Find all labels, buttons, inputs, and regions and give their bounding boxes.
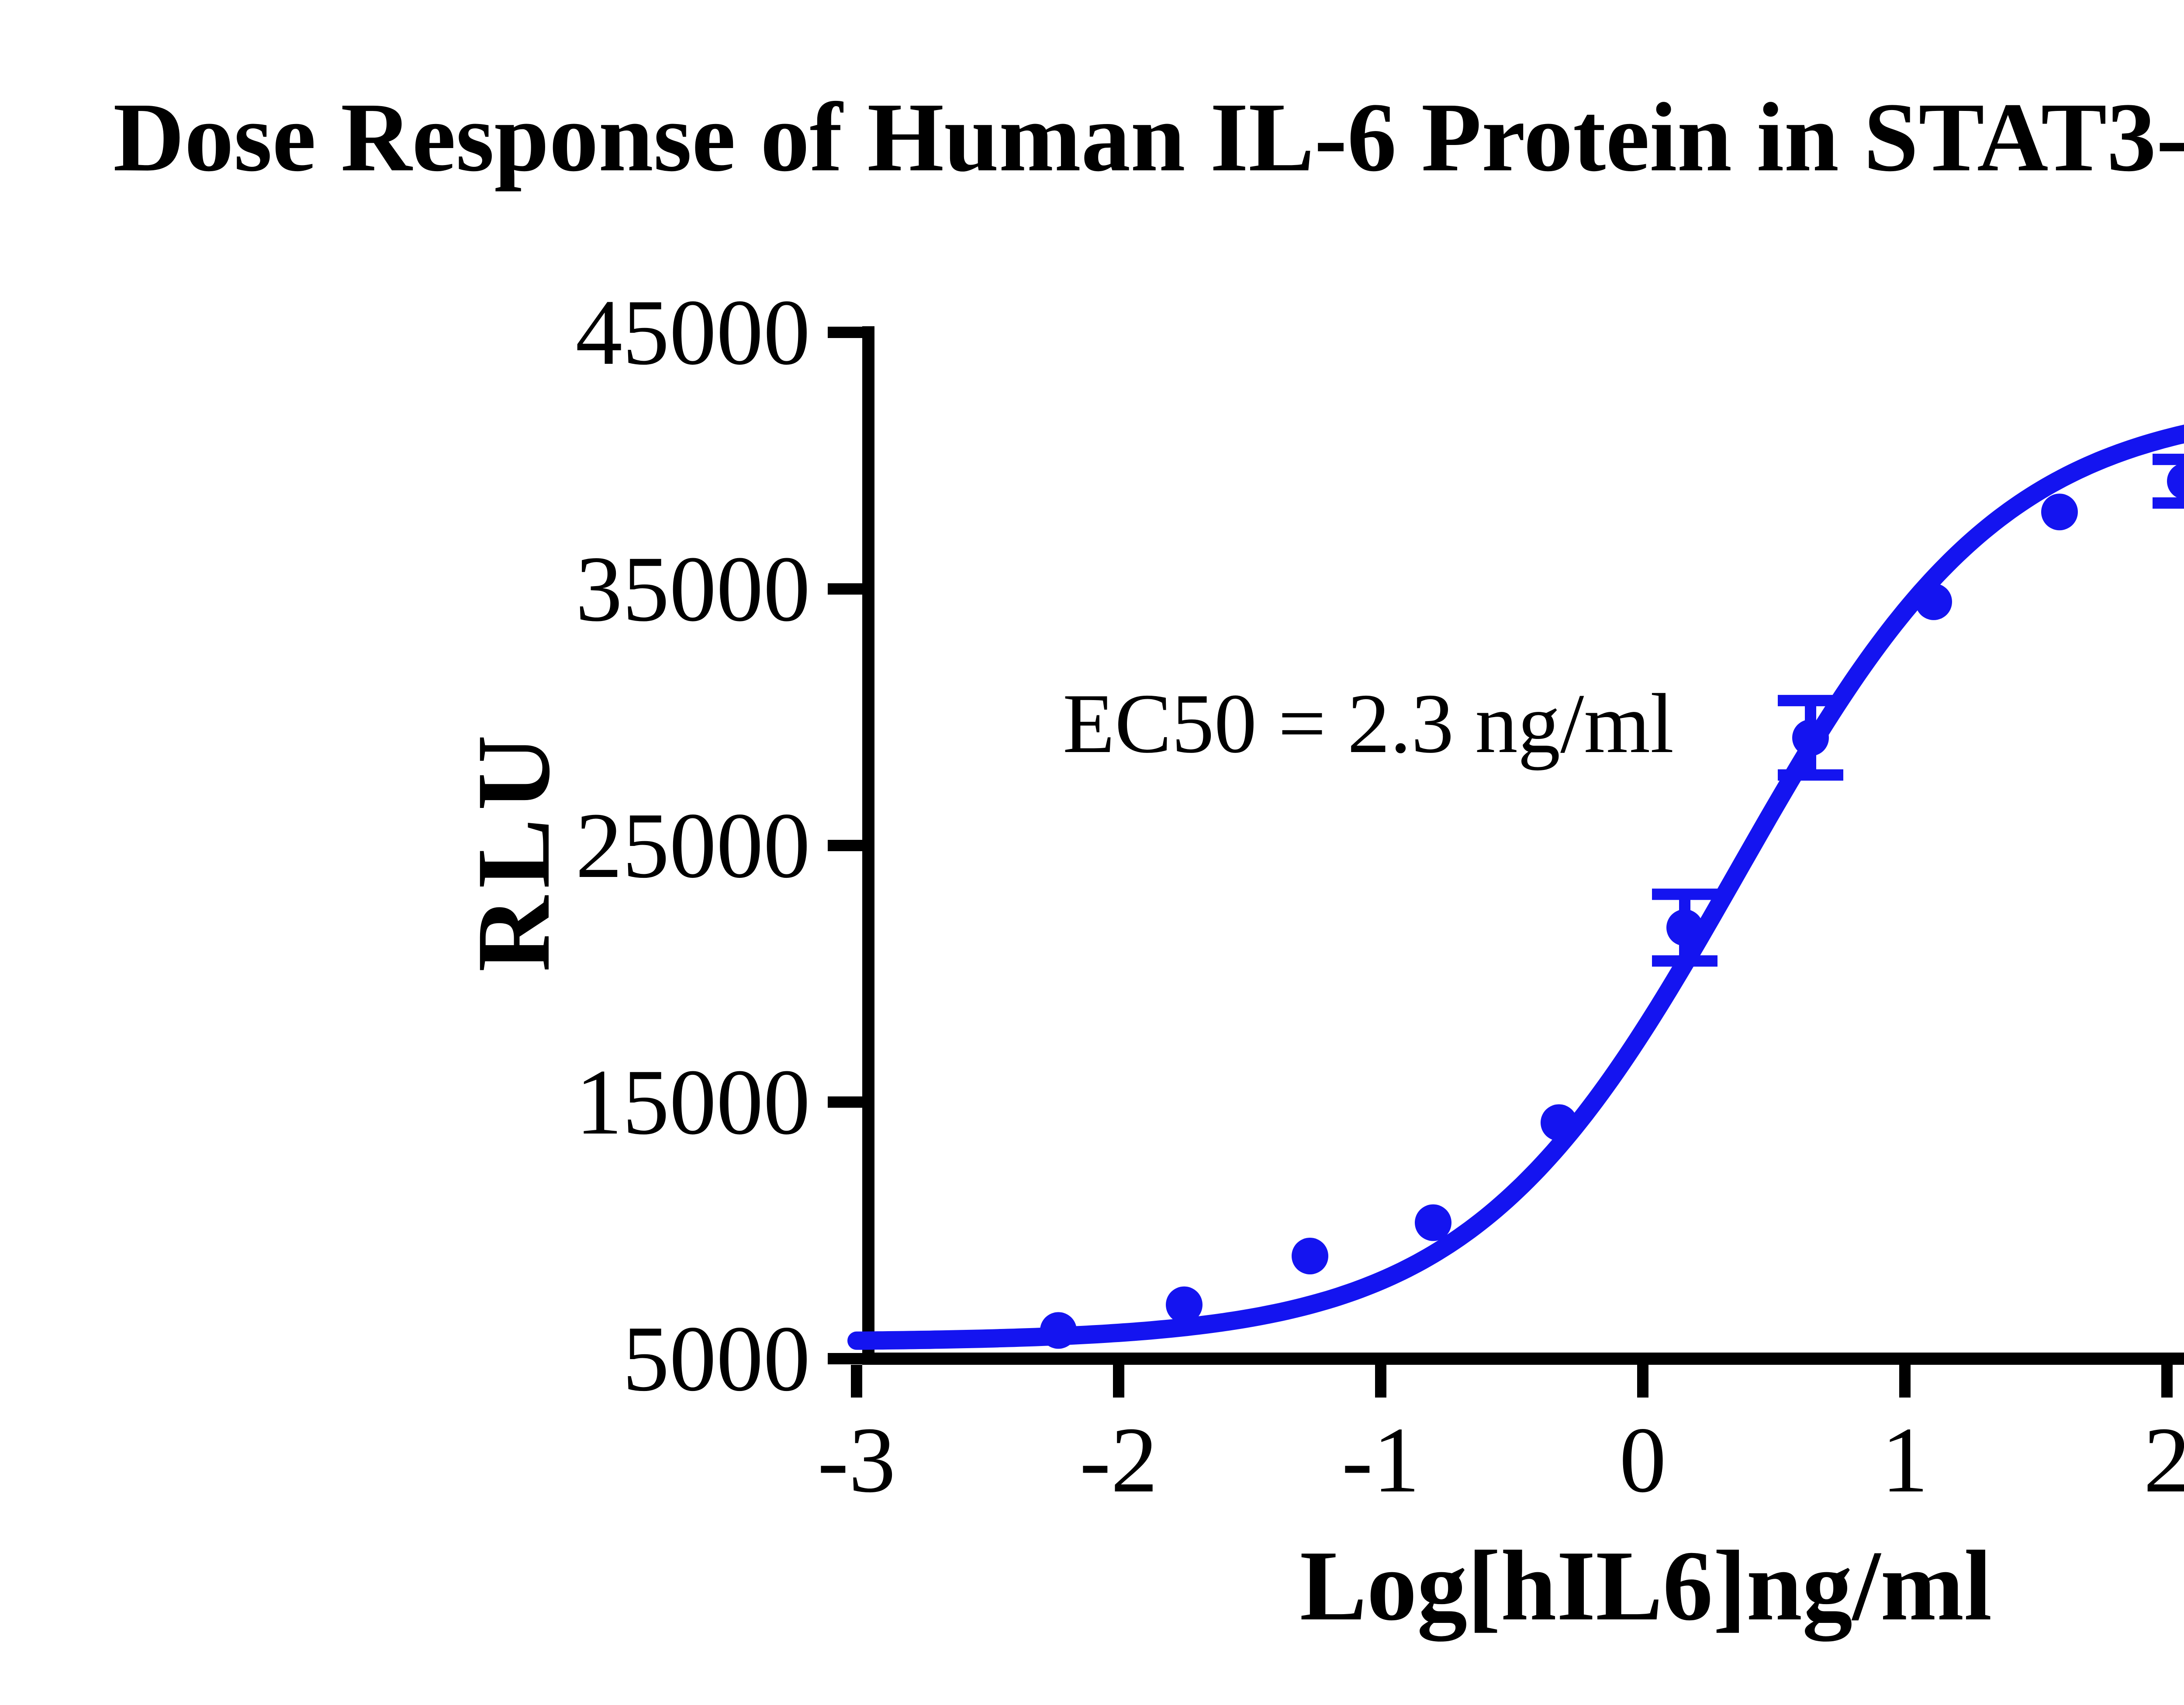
x-tick-label: 2 [2143,1408,2184,1512]
data-point [2041,494,2078,531]
chart-title: Dose Response of Human IL-6 Protein in S… [113,83,2184,192]
y-tick-label: 25000 [576,793,811,897]
data-point [1292,1238,1328,1274]
data-point [1792,719,1829,756]
x-axis-title: Log[hIL6]ng/ml [1299,1530,1992,1641]
data-point [1415,1204,1451,1241]
x-tick-label: -2 [1079,1408,1158,1512]
y-tick-label: 15000 [576,1050,811,1154]
y-tick-label: 45000 [576,280,811,384]
x-tick-label: -3 [817,1408,895,1512]
data-point [2167,462,2184,500]
data-point [1166,1286,1203,1323]
y-tick-label: 35000 [576,537,811,641]
x-tick-label: -1 [1341,1408,1420,1512]
data-point [1915,583,1952,620]
x-tick-label: 1 [1881,1408,1928,1512]
ec50-annotation: EC50 = 2.3 ng/ml [1063,676,1674,771]
x-tick-label: 0 [1619,1408,1666,1512]
fit-curve [847,425,2184,1350]
data-point [1541,1104,1577,1141]
data-point [1666,909,1703,946]
data-point [1040,1312,1077,1349]
y-tick-label: 5000 [622,1306,810,1411]
